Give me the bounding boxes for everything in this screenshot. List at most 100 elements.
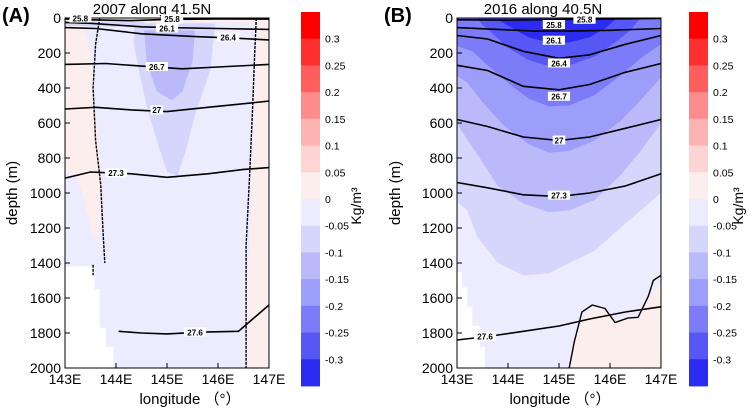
colorbar-cell xyxy=(301,199,320,227)
colorbar-cell xyxy=(689,305,708,333)
contour-label-bg xyxy=(547,58,571,68)
colorbar-cell xyxy=(689,225,708,253)
colorbar-cell xyxy=(301,12,320,40)
colorbar-cell xyxy=(301,279,320,307)
panel-b-colorbar: 0.3 0.25 0.2 0.15 0.1 0.05 0 -0.05 -0.1 -0.15 -0.2… xyxy=(689,12,746,387)
colorbar-cell xyxy=(301,38,320,66)
colorbar-tick-label: 0.2 xyxy=(325,87,340,99)
contour-label-bg xyxy=(547,91,571,101)
contour-25-8 xyxy=(456,17,662,21)
panel-a-x-ticks: 143E 144E 145E 146E 147E xyxy=(49,363,285,387)
contour-label-bg xyxy=(161,14,184,24)
colorbar-cell xyxy=(301,145,320,173)
y-tick-label: 0 xyxy=(53,10,61,26)
colorbar-cell xyxy=(689,172,708,200)
panel-b-colorbar-unit: Kg/m³ xyxy=(730,187,746,225)
colorbar-cell xyxy=(301,332,320,360)
colorbar-tick-label: 0.25 xyxy=(713,60,734,72)
x-tick-label: 145E xyxy=(543,371,576,387)
contour-26-1 xyxy=(64,21,270,31)
contour-label: 26.1 xyxy=(546,37,562,46)
y-tick-label: 1400 xyxy=(30,255,61,271)
y-tick-label: 1600 xyxy=(30,290,61,306)
y-tick-label: 0 xyxy=(445,10,453,26)
contour-label: 26.4 xyxy=(551,59,567,68)
colorbar-tick-label: -0.2 xyxy=(713,301,731,313)
contour-label: 26.7 xyxy=(551,93,567,102)
zero-contour-east xyxy=(245,17,257,368)
x-tick-label: 145E xyxy=(151,371,184,387)
colorbar-tick-label: -0.05 xyxy=(713,221,737,233)
colorbar-cell xyxy=(301,305,320,333)
missing-data-region xyxy=(457,271,486,368)
colorbar-cell xyxy=(689,279,708,307)
contour-label: 27.6 xyxy=(187,328,203,337)
x-tick-label: 147E xyxy=(645,371,678,387)
colorbar-tick-label: 0.3 xyxy=(325,34,340,46)
contour-label-bg xyxy=(69,13,92,23)
contour-26-1 xyxy=(456,26,662,32)
contour-label: 25.8 xyxy=(73,14,89,23)
contour-label: 27 xyxy=(152,106,161,115)
colorbar-tick-label: 0.25 xyxy=(325,60,346,72)
contour-26-7 xyxy=(456,62,662,91)
panel-b-letter: (B) xyxy=(384,5,412,27)
contour-label-bg xyxy=(104,168,128,178)
colorbar-tick-label: -0.25 xyxy=(325,328,349,340)
panel-b-x-label: longitude （°） xyxy=(509,391,610,408)
contour-label-bg xyxy=(183,327,207,337)
y-tick-label: 1200 xyxy=(422,220,453,236)
contour-label-bg xyxy=(155,23,179,33)
y-tick-label: 800 xyxy=(430,150,454,166)
colorbar-cell xyxy=(689,145,708,173)
contour-label-bg xyxy=(217,32,240,42)
colorbar-cell xyxy=(689,359,708,387)
panel-b-y-label: depth (m) xyxy=(387,161,404,225)
x-tick-label: 143E xyxy=(49,371,82,387)
colorbar-tick-label: 0 xyxy=(713,194,719,206)
colorbar-cell xyxy=(689,252,708,280)
contour-label: 27.6 xyxy=(477,333,493,342)
contour-label: 27 xyxy=(555,136,564,145)
panel-a-letter: (A) xyxy=(2,5,30,27)
panel-b: (B) 2016 along 40.5N 25.8 25.8 26.1 26.4 26.… xyxy=(384,1,677,408)
colorbar-tick-label: -0.15 xyxy=(325,274,349,286)
panel-a-title: 2007 along 41.5N xyxy=(93,1,211,18)
colorbar-tick-label: 0.05 xyxy=(713,167,734,179)
contour-label-bg xyxy=(547,190,571,200)
y-tick-label: 200 xyxy=(38,45,62,61)
colorbar-cell xyxy=(689,92,708,120)
colorbar-tick-label: -0.3 xyxy=(713,354,731,366)
colorbar-tick-label: 0.3 xyxy=(713,34,728,46)
colorbar-tick-label: 0.2 xyxy=(713,87,728,99)
contour-label-bg xyxy=(473,331,497,341)
y-tick-label: 600 xyxy=(38,115,62,131)
colorbar-cell xyxy=(301,65,320,93)
y-tick-label: 600 xyxy=(430,115,454,131)
colorbar-tick-label: 0.1 xyxy=(713,141,728,153)
panel-b-x-ticks: 143E 144E 145E 146E 147E xyxy=(441,363,678,387)
y-tick-label: 400 xyxy=(38,80,62,96)
panel-a-y-label: depth (m) xyxy=(4,161,21,225)
colorbar-cell xyxy=(689,332,708,360)
contour-label-bg xyxy=(552,135,566,145)
contour-label: 26.7 xyxy=(149,63,165,72)
x-tick-label: 146E xyxy=(202,371,235,387)
colorbar-tick-label: -0.15 xyxy=(713,274,737,286)
x-tick-label: 144E xyxy=(492,371,525,387)
panel-b-plot: 25.8 25.8 26.1 26.4 26.7 27 27.3 27.6 xyxy=(456,14,662,369)
colorbar-cell xyxy=(301,225,320,253)
contour-label: 25.8 xyxy=(577,16,593,25)
colorbar-tick-label: 0.05 xyxy=(325,167,346,179)
colorbar-tick-label: -0.05 xyxy=(325,221,349,233)
positive-anomaly-east xyxy=(246,18,269,368)
y-tick-label: 800 xyxy=(38,150,62,166)
panel-a-y-ticks: 0 200 400 600 800 1000 1200 1400 1600 1800 2000 xyxy=(30,10,70,376)
contour-label: 27.3 xyxy=(551,191,567,200)
missing-data-region xyxy=(65,266,114,368)
colorbar-tick-label: -0.2 xyxy=(325,301,343,313)
colorbar-tick-label: -0.1 xyxy=(713,247,731,259)
contour-label: 25.8 xyxy=(164,15,180,24)
